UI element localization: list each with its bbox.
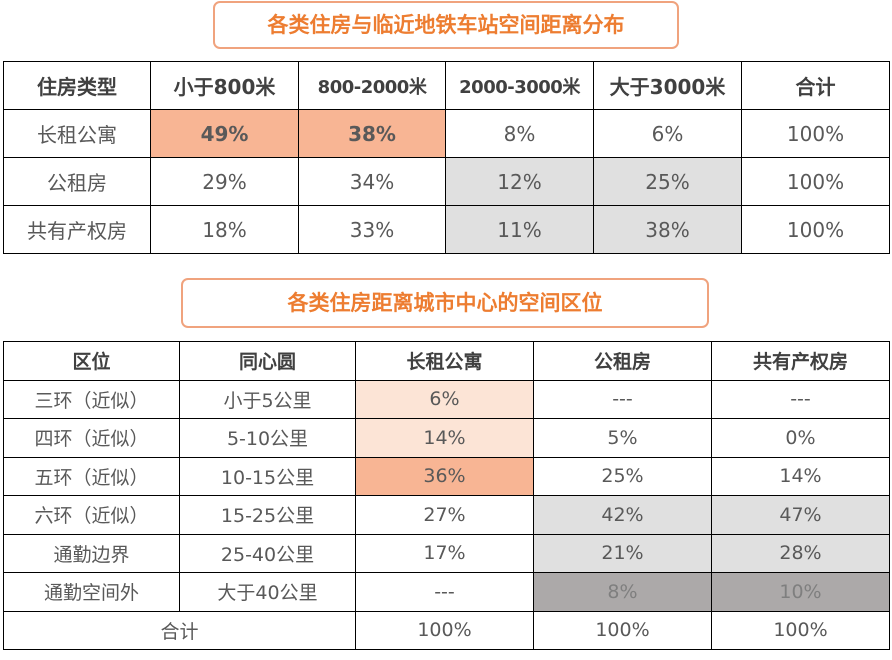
table-cell: 33% bbox=[298, 205, 446, 254]
title-distance-to-metro: 各类住房与临近地铁车站空间距离分布 bbox=[213, 1, 679, 49]
table-cell: --- bbox=[533, 379, 712, 419]
header-cell: 小于800米 bbox=[150, 61, 299, 110]
row-label: 三环（近似） bbox=[3, 379, 180, 419]
table-cell: 8% bbox=[533, 572, 712, 612]
table-cell: 28% bbox=[711, 533, 890, 573]
table-row: 共有产权房 18% 33% 11% 38% 100% bbox=[3, 205, 890, 254]
table-cell: 34% bbox=[298, 157, 446, 206]
table-cell: 21% bbox=[533, 533, 712, 573]
total-label: 合计 bbox=[3, 610, 356, 650]
table-cell: 15-25公里 bbox=[179, 495, 356, 535]
table-cell: 25% bbox=[533, 456, 712, 496]
table-cell: 8% bbox=[445, 109, 594, 158]
table-cell: 5-10公里 bbox=[179, 418, 356, 458]
table-cell: 27% bbox=[355, 495, 534, 535]
table-row: 五环（近似） 10-15公里 36% 25% 14% bbox=[3, 456, 890, 496]
table-cell: 36% bbox=[355, 456, 534, 496]
table-cell: --- bbox=[355, 572, 534, 612]
row-label: 六环（近似） bbox=[3, 495, 180, 535]
table-cell: 12% bbox=[445, 157, 594, 206]
table-cell: 47% bbox=[711, 495, 890, 535]
header-cell: 共有产权房 bbox=[711, 341, 890, 381]
table-cell: 14% bbox=[711, 456, 890, 496]
table-cell: 100% bbox=[741, 109, 890, 158]
total-cell: 100% bbox=[711, 610, 890, 650]
table-row: 通勤空间外 大于40公里 --- 8% 10% bbox=[3, 572, 890, 612]
header-cell: 大于3000米 bbox=[593, 61, 742, 110]
row-label: 四环（近似） bbox=[3, 418, 180, 458]
header-cell: 区位 bbox=[3, 341, 180, 381]
table-cell: --- bbox=[711, 379, 890, 419]
header-cell: 住房类型 bbox=[3, 61, 151, 110]
table-cell: 6% bbox=[355, 379, 534, 419]
header-cell: 长租公寓 bbox=[355, 341, 534, 381]
table-cell: 25-40公里 bbox=[179, 533, 356, 573]
table-cell: 38% bbox=[593, 205, 742, 254]
table-cell: 14% bbox=[355, 418, 534, 458]
table-cell: 29% bbox=[150, 157, 299, 206]
table-cell: 10% bbox=[711, 572, 890, 612]
table-cell: 42% bbox=[533, 495, 712, 535]
row-label: 共有产权房 bbox=[3, 205, 151, 254]
header-cell: 2000-3000米 bbox=[445, 61, 594, 110]
header-cell: 公租房 bbox=[533, 341, 712, 381]
table-cell: 25% bbox=[593, 157, 742, 206]
table-cell: 大于40公里 bbox=[179, 572, 356, 612]
table-row: 四环（近似） 5-10公里 14% 5% 0% bbox=[3, 418, 890, 458]
table-cell: 5% bbox=[533, 418, 712, 458]
table-row: 三环（近似） 小于5公里 6% --- --- bbox=[3, 379, 890, 419]
header-cell: 同心圆 bbox=[179, 341, 356, 381]
title-distance-to-center: 各类住房距离城市中心的空间区位 bbox=[181, 278, 709, 328]
table-cell: 17% bbox=[355, 533, 534, 573]
table-row: 六环（近似） 15-25公里 27% 42% 47% bbox=[3, 495, 890, 535]
row-label: 通勤边界 bbox=[3, 533, 180, 573]
table-cell: 10-15公里 bbox=[179, 456, 356, 496]
table-cell: 100% bbox=[741, 157, 890, 206]
header-cell: 800-2000米 bbox=[298, 61, 446, 110]
table-row: 通勤边界 25-40公里 17% 21% 28% bbox=[3, 533, 890, 573]
city-center-location-table: 区位 同心圆 长租公寓 公租房 共有产权房 三环（近似） 小于5公里 6% --… bbox=[3, 341, 890, 650]
table-header-row: 住房类型 小于800米 800-2000米 2000-3000米 大于3000米… bbox=[3, 61, 890, 110]
table-cell: 100% bbox=[741, 205, 890, 254]
metro-distance-table: 住房类型 小于800米 800-2000米 2000-3000米 大于3000米… bbox=[3, 61, 890, 254]
row-label: 长租公寓 bbox=[3, 109, 151, 158]
table-row: 长租公寓 49% 38% 8% 6% 100% bbox=[3, 109, 890, 158]
table-cell: 6% bbox=[593, 109, 742, 158]
row-label: 通勤空间外 bbox=[3, 572, 180, 612]
table-row: 公租房 29% 34% 12% 25% 100% bbox=[3, 157, 890, 206]
table-cell: 小于5公里 bbox=[179, 379, 356, 419]
table-cell: 0% bbox=[711, 418, 890, 458]
header-cell: 合计 bbox=[741, 61, 890, 110]
row-label: 公租房 bbox=[3, 157, 151, 206]
total-cell: 100% bbox=[355, 610, 534, 650]
table-cell: 18% bbox=[150, 205, 299, 254]
row-label: 五环（近似） bbox=[3, 456, 180, 496]
table-cell: 38% bbox=[298, 109, 446, 158]
table-cell: 11% bbox=[445, 205, 594, 254]
total-cell: 100% bbox=[533, 610, 712, 650]
table-total-row: 合计 100% 100% 100% bbox=[3, 610, 890, 650]
table-cell: 49% bbox=[150, 109, 299, 158]
table-header-row: 区位 同心圆 长租公寓 公租房 共有产权房 bbox=[3, 341, 890, 381]
